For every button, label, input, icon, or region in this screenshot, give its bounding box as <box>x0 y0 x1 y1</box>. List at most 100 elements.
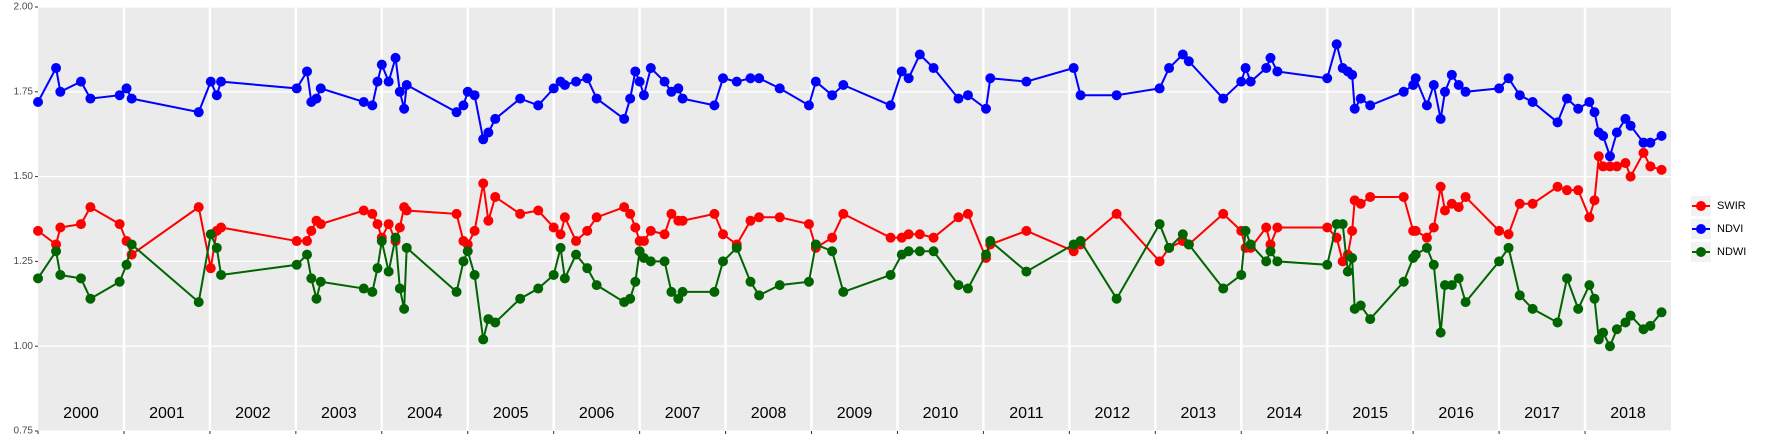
data-point <box>469 225 480 236</box>
legend-label: NDVI <box>1717 223 1743 235</box>
data-point <box>1342 266 1353 277</box>
data-point <box>1593 151 1604 162</box>
data-point <box>1620 158 1631 169</box>
data-point <box>1265 246 1276 257</box>
data-point <box>1514 198 1525 209</box>
data-point <box>1573 303 1584 314</box>
data-point <box>1503 229 1514 240</box>
data-point <box>1272 256 1283 267</box>
data-point <box>390 52 401 63</box>
data-point <box>1355 93 1366 104</box>
data-point <box>1068 63 1079 74</box>
data-point <box>638 90 649 101</box>
data-point <box>376 236 387 247</box>
data-point <box>591 212 602 223</box>
data-point <box>315 276 326 287</box>
data-point <box>306 273 317 284</box>
data-point <box>114 219 125 230</box>
data-point <box>451 107 462 118</box>
data-point <box>914 246 925 257</box>
data-point <box>121 259 132 270</box>
data-point <box>469 90 480 101</box>
data-point <box>1645 320 1656 331</box>
legend-point <box>1696 224 1706 234</box>
data-point <box>838 80 849 91</box>
data-point <box>1398 191 1409 202</box>
data-point <box>1428 259 1439 270</box>
data-point <box>1573 103 1584 114</box>
data-point <box>1460 297 1471 308</box>
data-point <box>914 229 925 240</box>
data-point <box>1261 222 1272 233</box>
data-point <box>754 212 765 223</box>
data-point <box>367 100 378 111</box>
data-point <box>1494 83 1505 94</box>
data-point <box>291 83 302 94</box>
data-point <box>548 269 559 280</box>
data-point <box>126 93 137 104</box>
y-tick-label: 2.00 <box>14 2 34 13</box>
data-point <box>591 280 602 291</box>
data-point <box>1589 293 1600 304</box>
data-point <box>1428 80 1439 91</box>
data-point <box>555 229 566 240</box>
data-point <box>51 246 62 257</box>
data-point <box>1527 96 1538 107</box>
data-point <box>75 76 86 87</box>
data-point <box>619 113 630 124</box>
data-point <box>1272 66 1283 77</box>
data-point <box>469 269 480 280</box>
data-point <box>985 236 996 247</box>
data-point <box>1503 242 1514 253</box>
year-label: 2015 <box>1352 405 1388 422</box>
data-point <box>302 249 313 260</box>
data-point <box>75 273 86 284</box>
data-point <box>114 90 125 101</box>
data-point <box>451 208 462 219</box>
data-point <box>1604 161 1615 172</box>
data-point <box>1562 273 1573 284</box>
data-point <box>1656 164 1667 175</box>
data-point <box>1410 225 1421 236</box>
year-label: 2007 <box>665 405 701 422</box>
data-point <box>625 93 636 104</box>
data-point <box>548 222 559 233</box>
year-label: 2008 <box>751 405 787 422</box>
data-point <box>774 212 785 223</box>
data-point <box>1337 219 1348 230</box>
data-point <box>1261 256 1272 267</box>
data-point <box>490 113 501 124</box>
data-point <box>677 93 688 104</box>
data-point <box>33 225 43 236</box>
data-point <box>731 242 742 253</box>
data-point <box>216 222 227 233</box>
data-point <box>980 249 991 260</box>
data-point <box>490 191 501 202</box>
data-point <box>291 236 302 247</box>
data-point <box>1514 290 1525 301</box>
data-point <box>372 219 383 230</box>
data-point <box>591 93 602 104</box>
year-label: 2005 <box>493 405 529 422</box>
data-point <box>1218 283 1229 294</box>
y-tick-label: 1.75 <box>14 86 34 97</box>
data-point <box>914 49 925 60</box>
data-point <box>55 269 66 280</box>
data-point <box>401 242 412 253</box>
legend-label: SWIR <box>1717 200 1746 212</box>
data-point <box>1453 202 1464 213</box>
data-point <box>630 66 641 77</box>
data-point <box>1218 208 1229 219</box>
y-tick-label: 1.50 <box>14 171 34 182</box>
data-point <box>205 229 216 240</box>
data-point <box>451 286 462 297</box>
data-point <box>630 222 641 233</box>
data-point <box>33 273 43 284</box>
data-point <box>1435 181 1446 192</box>
data-point <box>1494 256 1505 267</box>
data-point <box>383 219 394 230</box>
data-point <box>1021 225 1032 236</box>
data-point <box>1598 327 1609 338</box>
data-point <box>1620 113 1631 124</box>
